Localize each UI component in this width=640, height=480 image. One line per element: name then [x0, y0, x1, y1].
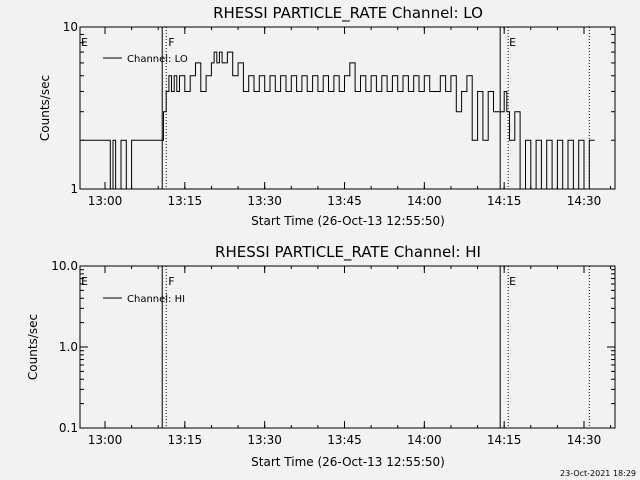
y-axis-label: Counts/sec [38, 75, 52, 141]
y-tick-label: 1 [70, 182, 78, 196]
x-axis-label: Start Time (26-Oct-13 12:55:50) [251, 455, 445, 469]
x-tick-label: 14:15 [487, 433, 522, 447]
legend-label: Channel: LO [127, 54, 188, 65]
chart-title: RHESSI PARTICLE_RATE Channel: LO [213, 4, 483, 23]
x-tick-label: 13:45 [327, 433, 362, 447]
lo-channel-panel: RHESSI PARTICLE_RATE Channel: LO Counts/… [38, 4, 616, 228]
region-label: F [168, 275, 174, 288]
region-label: E [509, 275, 516, 288]
x-tick-label: 14:15 [487, 194, 522, 208]
footer-timestamp: 23-Oct-2021 18:29 [560, 469, 636, 478]
x-tick-label: 13:15 [168, 433, 203, 447]
x-tick-label: 13:30 [247, 433, 282, 447]
y-axis-label: Counts/sec [26, 314, 40, 380]
region-label: E [81, 275, 88, 288]
x-tick-label: 14:30 [567, 194, 602, 208]
region-label: E [81, 36, 88, 49]
plot-frame [79, 26, 616, 190]
legend: Channel: LO [103, 54, 188, 65]
y-tick-label: 10.0 [51, 259, 78, 273]
x-tick-label: 13:15 [168, 194, 203, 208]
legend: Channel: HI [103, 294, 185, 305]
x-tick-label: 14:30 [567, 433, 602, 447]
y-tick-label: 0.1 [59, 421, 78, 435]
y-tick-label: 1.0 [59, 340, 78, 354]
x-tick-label: 13:45 [327, 194, 362, 208]
hi-channel-panel: RHESSI PARTICLE_RATE Channel: HI Counts/… [26, 243, 616, 469]
x-axis-label: Start Time (26-Oct-13 12:55:50) [251, 214, 445, 228]
y-tick-label: 10 [63, 20, 78, 34]
region-label: E [509, 36, 516, 49]
legend-label: Channel: HI [127, 294, 185, 305]
x-tick-label: 13:00 [88, 433, 123, 447]
x-tick-label: 13:30 [247, 194, 282, 208]
plot-frame [79, 265, 616, 429]
region-label: F [168, 36, 174, 49]
x-tick-label: 14:00 [407, 194, 442, 208]
series-line [82, 51, 595, 190]
chart-title: RHESSI PARTICLE_RATE Channel: HI [215, 243, 481, 262]
x-tick-label: 14:00 [407, 433, 442, 447]
x-tick-label: 13:00 [88, 194, 123, 208]
